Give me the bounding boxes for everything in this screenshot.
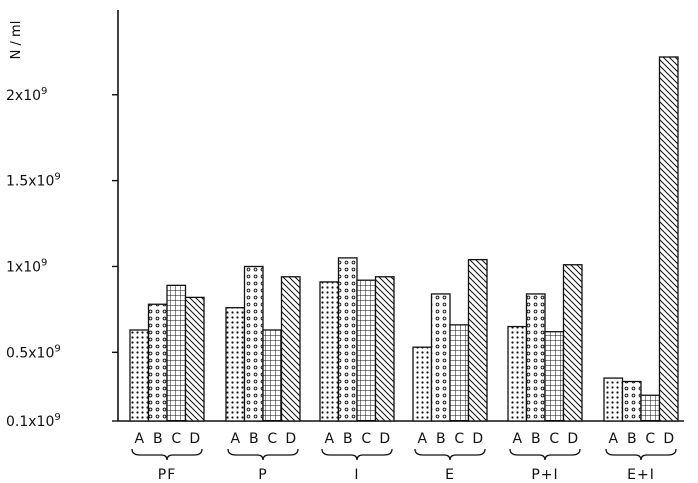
bar-e-b — [430, 293, 451, 422]
bar-pf-d — [184, 296, 205, 422]
bar-letter: A — [324, 431, 334, 447]
group-brace — [414, 448, 486, 461]
bar-pf-a — [129, 329, 150, 422]
bar-i-c — [356, 279, 377, 422]
y-tick-label: 1x109 — [6, 257, 47, 275]
bar-letter: B — [627, 431, 637, 447]
bar-eplusi-b — [621, 380, 642, 422]
bar-pf-c — [166, 284, 187, 422]
bar-letter: A — [230, 431, 240, 447]
group-brace — [509, 448, 581, 461]
bar-e-c — [449, 324, 470, 422]
bar-letter: D — [663, 431, 674, 447]
y-tick-label: 2x109 — [6, 86, 47, 104]
bar-letter: C — [171, 431, 181, 447]
y-tick-label: 1.5x109 — [6, 172, 61, 190]
group-brace — [131, 448, 203, 461]
bar-letter: C — [267, 431, 277, 447]
bar-letter: D — [567, 431, 578, 447]
group-label: PF — [158, 467, 177, 483]
bar-p-b — [243, 265, 264, 422]
bar-eplusi-a — [603, 377, 624, 422]
bar-letter: D — [285, 431, 296, 447]
bar-letter: C — [645, 431, 655, 447]
bar-letter: C — [454, 431, 464, 447]
bar-e-d — [467, 258, 488, 422]
group-label: P+I — [531, 467, 558, 483]
bar-letter: B — [436, 431, 446, 447]
group-label: P — [258, 467, 267, 483]
group-label: I — [354, 467, 359, 483]
bar-pplusi-b — [525, 293, 546, 422]
bar-letter: B — [531, 431, 541, 447]
bar-letter: B — [153, 431, 163, 447]
bar-pplusi-c — [544, 331, 565, 422]
bar-i-a — [319, 281, 340, 422]
bar-p-d — [280, 276, 301, 422]
group-brace — [605, 448, 677, 461]
bar-p-c — [262, 329, 283, 422]
y-ticks: 0.1x109 0.5x109 1x109 1.5x109 2x109 — [6, 86, 118, 430]
group-label: E — [445, 467, 455, 483]
y-axis-label: N / ml — [9, 21, 24, 60]
bar-letter: D — [189, 431, 200, 447]
bar-letter: B — [343, 431, 353, 447]
bar-p-a — [225, 307, 246, 422]
bar-eplusi-d — [658, 56, 679, 422]
bar-pplusi-d — [562, 264, 583, 422]
bar-letter: C — [361, 431, 371, 447]
bar-letter: A — [134, 431, 144, 447]
bar-letter: C — [549, 431, 559, 447]
bars — [129, 56, 679, 422]
bar-eplusi-c — [640, 394, 661, 422]
y-tick-label: 0.5x109 — [6, 343, 61, 361]
y-tick-label: 0.1x109 — [6, 412, 61, 430]
bar-e-a — [412, 346, 433, 422]
bar-letter: D — [472, 431, 483, 447]
group-label: E+I — [627, 467, 655, 483]
bar-letter: A — [608, 431, 618, 447]
bar-pf-b — [147, 303, 168, 422]
bar-letter: B — [249, 431, 259, 447]
bar-letter: D — [379, 431, 390, 447]
group-brace — [227, 448, 299, 461]
bar-i-d — [374, 276, 395, 422]
bar-pplusi-a — [507, 325, 528, 422]
group-brace — [321, 448, 393, 461]
bar-letter: A — [417, 431, 427, 447]
bar-i-b — [337, 257, 358, 422]
bar-letter: A — [512, 431, 522, 447]
